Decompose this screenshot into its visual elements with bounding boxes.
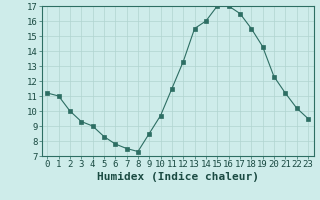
X-axis label: Humidex (Indice chaleur): Humidex (Indice chaleur): [97, 172, 259, 182]
